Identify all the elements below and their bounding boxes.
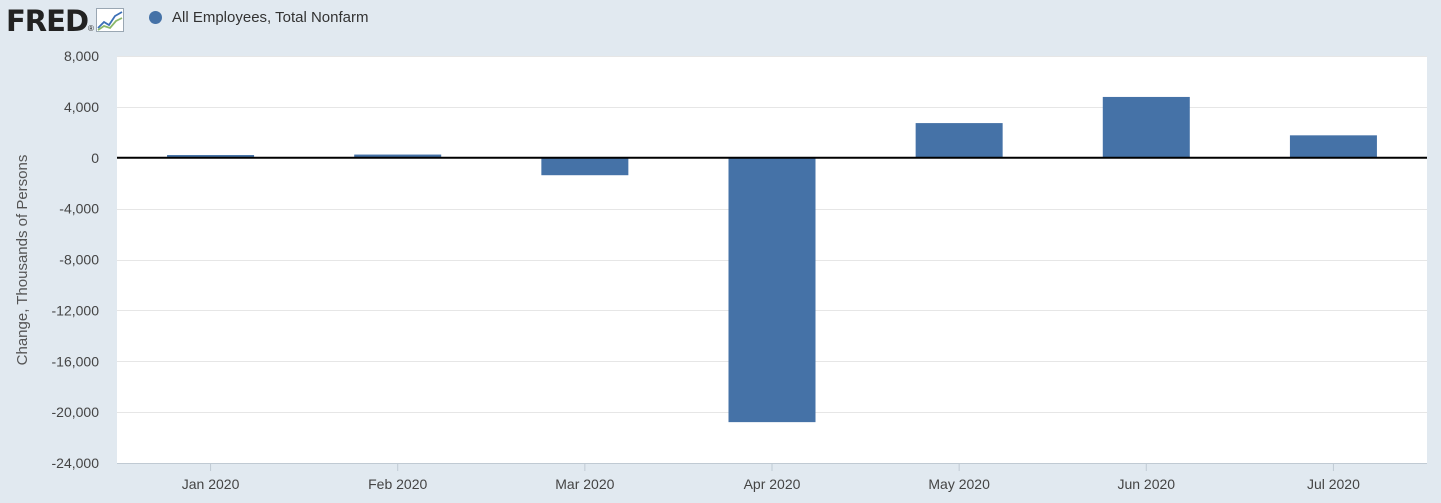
bar[interactable] [354, 154, 442, 158]
y-tick-label: -8,000 [59, 252, 99, 268]
line-chart-icon [95, 8, 124, 32]
y-tick-labels: 8,000 4,000 0 -4,000 -8,000 -12,000 -16,000 -20… [52, 48, 100, 471]
legend-series-dot [149, 11, 162, 24]
registered-mark: ® [88, 24, 94, 33]
y-axis-title: Change, Thousands of Persons [14, 155, 31, 366]
bars [167, 96, 1377, 423]
fred-logo[interactable]: FRED ® [6, 3, 124, 37]
x-tick-label: Jul 2020 [1307, 476, 1360, 492]
bar[interactable] [1102, 96, 1190, 158]
legend-series-label: All Employees, Total Nonfarm [172, 9, 369, 26]
bar[interactable] [541, 157, 629, 176]
fred-logo-text: FRED [6, 4, 89, 38]
x-tick-label: Jun 2020 [1117, 476, 1175, 492]
x-tick-label: Jan 2020 [182, 476, 240, 492]
bar[interactable] [915, 123, 1003, 158]
y-tick-label: -12,000 [52, 302, 100, 318]
x-tick-label: Feb 2020 [368, 476, 427, 492]
y-tick-label: 0 [91, 150, 99, 166]
y-tick-label: -24,000 [52, 455, 100, 471]
x-tick-label: May 2020 [928, 476, 990, 492]
legend[interactable]: All Employees, Total Nonfarm [149, 9, 368, 26]
y-tick-label: -4,000 [59, 201, 99, 217]
bar[interactable] [167, 155, 255, 158]
x-tick-label: Mar 2020 [555, 476, 614, 492]
y-tick-label: -16,000 [52, 353, 100, 369]
x-tick-labels: Jan 2020 Feb 2020 Mar 2020 Apr 2020 May 2020… [182, 463, 1360, 492]
bar[interactable] [1289, 135, 1377, 158]
bar[interactable] [728, 157, 816, 423]
x-tick-label: Apr 2020 [744, 476, 801, 492]
y-tick-label: 4,000 [64, 99, 99, 115]
chart-header: FRED ® All Employees, Total Nonfarm [0, 0, 1441, 40]
y-tick-label: 8,000 [64, 48, 99, 64]
y-tick-label: -20,000 [52, 404, 100, 420]
